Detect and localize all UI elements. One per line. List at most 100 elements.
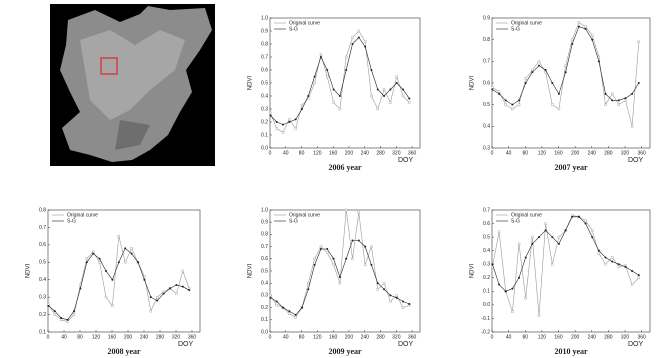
y-tick-label: 0.8 [261, 232, 268, 238]
point-marker [338, 107, 342, 111]
x-tick-label: 120 [313, 150, 322, 156]
point-marker [300, 306, 303, 309]
chart: 0.0 0.1 0.2 0.3 0.4 0.5 0.6 0.7 0.8 0.9 1.0 0 40 80 12… [248, 15, 421, 172]
y-tick-label: 0.5 [483, 234, 490, 240]
point-marker [98, 257, 101, 260]
point-marker [376, 88, 379, 91]
x-tick-label: 0 [491, 150, 494, 156]
x-tick-label: 40 [61, 334, 67, 340]
point-marker [275, 300, 278, 303]
x-tick-label: 120 [538, 334, 547, 340]
x-tick-label: 200 [345, 334, 354, 340]
point-marker [345, 69, 348, 71]
x-tick-label: 360 [638, 150, 647, 156]
point-marker [351, 36, 354, 39]
legend-label: Original curve [511, 212, 542, 218]
x-tick-label: 160 [554, 334, 563, 340]
point-marker [408, 302, 411, 305]
x-tick-label: 360 [408, 150, 417, 156]
y-tick-label: 0.7 [483, 59, 490, 65]
y-tick-label: 0.3 [483, 145, 490, 151]
point-marker [395, 75, 398, 78]
x-tick-label: 320 [392, 150, 401, 156]
x-tick-label: 320 [172, 334, 181, 340]
point-marker [66, 318, 69, 321]
point-marker [79, 287, 82, 290]
point-marker [307, 288, 310, 291]
x-tick-label: 40 [506, 150, 512, 156]
series-line [492, 216, 639, 292]
x-tick-label: 200 [571, 150, 580, 156]
x-tick-label: 320 [621, 150, 630, 156]
x-tick-label: 200 [345, 150, 354, 156]
series-line [270, 209, 410, 318]
y-tick-label: 0.0 [483, 302, 490, 308]
plot-frame [491, 209, 651, 333]
y-tick-label: 0.4 [261, 281, 268, 287]
chart: 0.0 0.1 0.2 0.3 0.4 0.5 0.6 0.7 0.8 0.9 1.0 0 40 80 12… [248, 207, 421, 356]
point-marker [376, 107, 379, 111]
point-marker [408, 101, 411, 104]
point-marker [47, 304, 50, 307]
point-marker [591, 38, 594, 41]
point-marker [269, 294, 272, 297]
point-marker [319, 53, 323, 56]
x-axis-label: DOY [628, 157, 644, 164]
point-marker [497, 230, 501, 233]
point-marker [60, 317, 63, 320]
point-marker [269, 114, 272, 117]
point-marker [637, 276, 640, 279]
point-marker [571, 215, 574, 218]
point-marker [604, 256, 607, 259]
x-tick-label: 280 [376, 334, 385, 340]
y-tick-label: 0.2 [261, 305, 268, 311]
point-marker [364, 45, 367, 48]
point-marker [544, 69, 547, 71]
point-marker [524, 77, 527, 80]
point-marker [591, 236, 594, 239]
y-tick-label: 0.2 [483, 275, 490, 281]
y-tick-label: 0.5 [39, 260, 46, 266]
point-marker [591, 34, 594, 37]
x-tick-label: 40 [283, 334, 289, 340]
point-marker [288, 118, 291, 121]
study-area-marker [100, 57, 118, 75]
legend-label: S-G [289, 26, 298, 32]
point-marker [175, 292, 178, 295]
point-marker [564, 71, 567, 74]
y-tick-label: 0.5 [261, 80, 268, 86]
plot-frame [491, 17, 651, 149]
y-tick-label: 0.6 [39, 242, 46, 248]
point-marker [537, 314, 541, 317]
point-marker [631, 92, 634, 95]
x-tick-label: 200 [571, 334, 580, 340]
chart-title: 2007 year [554, 163, 588, 172]
x-tick-label: 80 [522, 334, 528, 340]
point-marker [351, 239, 354, 242]
point-marker [294, 118, 297, 121]
point-marker [518, 99, 521, 102]
point-marker [351, 43, 354, 45]
point-marker [313, 81, 316, 85]
point-marker [597, 55, 601, 59]
point-marker [524, 82, 527, 84]
x-tick-label: 40 [283, 150, 289, 156]
legend-label: Original curve [511, 20, 542, 26]
point-marker [307, 282, 310, 285]
x-tick-label: 80 [299, 334, 305, 340]
y-tick-label: 0.6 [261, 256, 268, 262]
x-axis-label: DOY [398, 157, 414, 164]
point-marker [537, 64, 540, 67]
point-marker [631, 270, 634, 272]
point-marker [617, 263, 620, 266]
y-tick-label: 0.1 [483, 289, 490, 295]
point-marker [531, 68, 534, 72]
y-tick-label: 1.0 [261, 15, 268, 21]
x-tick-label: 240 [140, 334, 149, 340]
point-marker [332, 101, 335, 104]
point-marker [511, 310, 514, 313]
point-marker [504, 103, 507, 106]
point-marker [288, 310, 291, 313]
y-axis-label: NDVI [470, 264, 476, 279]
region-texture [115, 120, 150, 150]
